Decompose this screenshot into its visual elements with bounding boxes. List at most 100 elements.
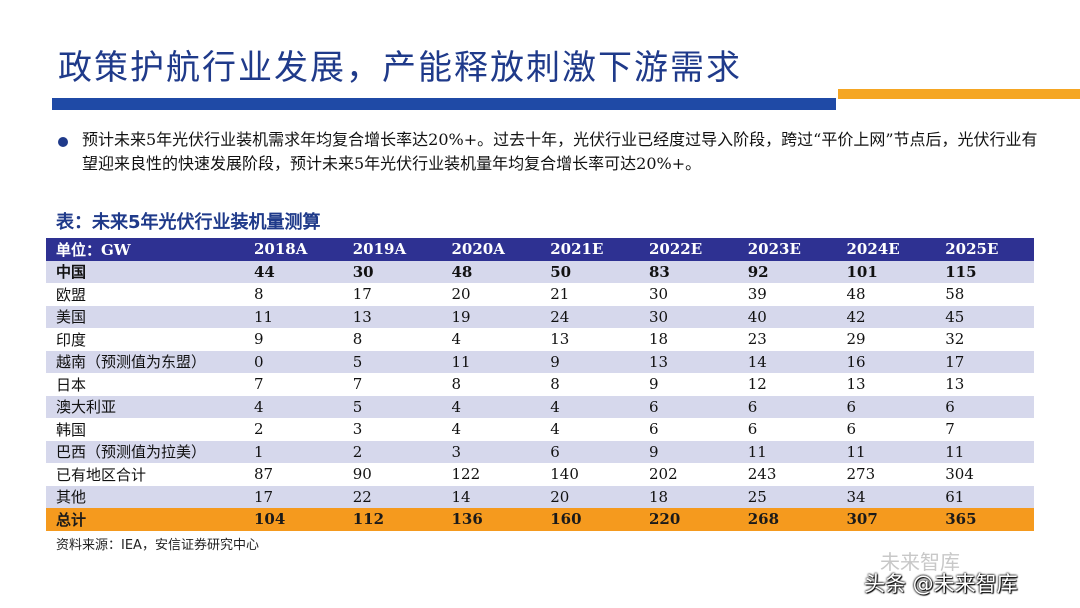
table-row: 中国 44 30 48 50 83 92 101 115 — [46, 260, 1034, 283]
value-cell: 6 — [639, 418, 738, 441]
value-cell: 7 — [935, 418, 1034, 441]
value-cell: 50 — [540, 260, 639, 283]
value-cell: 14 — [441, 485, 541, 508]
value-cell: 24 — [540, 305, 639, 328]
row-label-cell: 印度 — [46, 328, 244, 351]
value-cell: 48 — [836, 283, 936, 306]
header-cell: 2019A — [342, 238, 442, 261]
value-cell: 8 — [244, 283, 343, 306]
row-label-cell: 其他 — [46, 485, 244, 508]
value-cell: 4 — [441, 328, 541, 351]
table-header-row: 单位：GW 2018A 2019A 2020A 2021E 2022E 2023… — [46, 238, 1034, 261]
value-cell: 220 — [639, 508, 738, 531]
value-cell: 115 — [935, 260, 1034, 283]
table-row: 巴西（预测值为拉美） 1 2 3 6 9 11 11 11 — [46, 440, 1034, 463]
row-label-cell: 美国 — [46, 305, 244, 328]
value-cell: 25 — [737, 485, 837, 508]
value-cell: 9 — [540, 350, 639, 373]
value-cell: 90 — [342, 463, 442, 486]
value-cell: 307 — [836, 508, 936, 531]
value-cell: 6 — [540, 440, 639, 463]
value-cell: 6 — [836, 395, 936, 418]
value-cell: 23 — [737, 328, 837, 351]
value-cell: 304 — [935, 463, 1034, 486]
source-note: 资料来源：IEA，安信证券研究中心 — [56, 538, 259, 553]
value-cell: 4 — [441, 418, 541, 441]
value-cell: 92 — [737, 260, 837, 283]
value-cell: 6 — [935, 395, 1034, 418]
value-cell: 268 — [737, 508, 837, 531]
header-cell: 2021E — [540, 238, 639, 261]
value-cell: 17 — [244, 485, 343, 508]
value-cell: 273 — [836, 463, 936, 486]
value-cell: 13 — [342, 305, 442, 328]
value-cell: 61 — [935, 485, 1034, 508]
value-cell: 6 — [836, 418, 936, 441]
row-label-cell: 巴西（预测值为拉美） — [46, 440, 244, 463]
value-cell: 8 — [540, 373, 639, 396]
value-cell: 45 — [935, 305, 1034, 328]
value-cell: 13 — [639, 350, 738, 373]
row-label-cell: 澳大利亚 — [46, 395, 244, 418]
value-cell: 34 — [836, 485, 936, 508]
value-cell: 4 — [540, 418, 639, 441]
value-cell: 11 — [737, 440, 837, 463]
value-cell: 4 — [441, 395, 541, 418]
value-cell: 12 — [737, 373, 837, 396]
value-cell: 7 — [342, 373, 442, 396]
value-cell: 11 — [935, 440, 1034, 463]
table-row: 已有地区合计 87 90 122 140 202 243 273 304 — [46, 463, 1034, 486]
table-row: 其他 17 22 14 20 18 25 34 61 — [46, 485, 1034, 508]
value-cell: 3 — [342, 418, 442, 441]
header-cell: 2020A — [441, 238, 541, 261]
watermark: 头条 @未来智库 — [864, 572, 1018, 596]
value-cell: 8 — [342, 328, 442, 351]
table-row: 澳大利亚 4 5 4 4 6 6 6 6 — [46, 395, 1034, 418]
row-label-cell: 已有地区合计 — [46, 463, 244, 486]
value-cell: 0 — [244, 350, 343, 373]
row-label-cell: 总计 — [46, 508, 244, 531]
value-cell: 18 — [639, 485, 738, 508]
value-cell: 6 — [737, 418, 837, 441]
value-cell: 112 — [342, 508, 442, 531]
value-cell: 30 — [639, 283, 738, 306]
value-cell: 4 — [540, 395, 639, 418]
value-cell: 20 — [540, 485, 639, 508]
value-cell: 160 — [540, 508, 639, 531]
value-cell: 365 — [935, 508, 1034, 531]
value-cell: 1 — [244, 440, 343, 463]
value-cell: 87 — [244, 463, 343, 486]
value-cell: 39 — [737, 283, 837, 306]
value-cell: 122 — [441, 463, 541, 486]
value-cell: 7 — [244, 373, 343, 396]
value-cell: 243 — [737, 463, 837, 486]
value-cell: 11 — [441, 350, 541, 373]
table-title: 表：未来5年光伏行业装机量测算 — [56, 212, 321, 233]
value-cell: 16 — [836, 350, 936, 373]
value-cell: 32 — [935, 328, 1034, 351]
table-row: 日本 7 7 8 8 9 12 13 13 — [46, 373, 1034, 396]
table-row: 韩国 2 3 4 4 6 6 6 7 — [46, 418, 1034, 441]
table-row: 印度 9 8 4 13 18 23 29 32 — [46, 328, 1034, 351]
bullet-icon — [58, 137, 68, 147]
value-cell: 17 — [935, 350, 1034, 373]
value-cell: 14 — [737, 350, 837, 373]
value-cell: 2 — [342, 440, 442, 463]
value-cell: 9 — [639, 440, 738, 463]
value-cell: 202 — [639, 463, 738, 486]
value-cell: 11 — [244, 305, 343, 328]
summary-paragraph: 预计未来5年光伏行业装机需求年均复合增长率达20%+。过去十年，光伏行业已经度过… — [82, 130, 1038, 173]
total-row: 总计 104 112 136 160 220 268 307 365 — [46, 508, 1034, 531]
value-cell: 13 — [836, 373, 936, 396]
value-cell: 140 — [540, 463, 639, 486]
value-cell: 58 — [935, 283, 1034, 306]
value-cell: 101 — [836, 260, 936, 283]
value-cell: 17 — [342, 283, 442, 306]
value-cell: 13 — [540, 328, 639, 351]
value-cell: 44 — [244, 260, 343, 283]
value-cell: 9 — [639, 373, 738, 396]
value-cell: 4 — [244, 395, 343, 418]
title-underline-blue — [52, 98, 836, 110]
value-cell: 19 — [441, 305, 541, 328]
value-cell: 20 — [441, 283, 541, 306]
